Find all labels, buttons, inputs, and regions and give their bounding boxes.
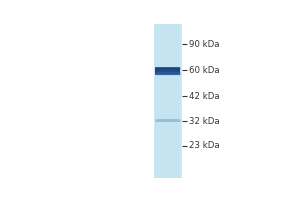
Text: 60 kDa: 60 kDa: [189, 66, 219, 75]
Bar: [154, 24, 182, 178]
Text: 32 kDa: 32 kDa: [189, 117, 219, 126]
Text: 42 kDa: 42 kDa: [189, 92, 219, 101]
Bar: [155, 24, 181, 178]
Text: 90 kDa: 90 kDa: [189, 40, 219, 49]
Text: 23 kDa: 23 kDa: [189, 141, 219, 150]
